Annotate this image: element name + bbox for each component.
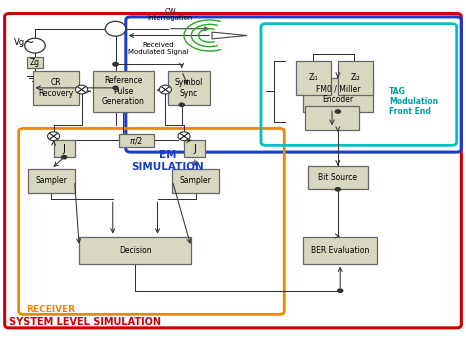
FancyBboxPatch shape (28, 169, 75, 193)
Text: TAG
Modulation
Front End: TAG Modulation Front End (389, 87, 438, 116)
Text: Reference
Pulse
Generation: Reference Pulse Generation (102, 76, 145, 106)
Circle shape (112, 62, 119, 67)
Text: FM0 / Miller
Encoder: FM0 / Miller Encoder (315, 85, 360, 104)
Text: Vg: Vg (14, 39, 25, 47)
Circle shape (335, 187, 341, 192)
Circle shape (337, 288, 343, 293)
FancyBboxPatch shape (308, 166, 368, 189)
Circle shape (25, 38, 45, 53)
FancyBboxPatch shape (168, 71, 210, 105)
Text: Symbol
Sync: Symbol Sync (175, 78, 203, 98)
FancyBboxPatch shape (184, 140, 205, 157)
FancyBboxPatch shape (27, 57, 43, 68)
Circle shape (335, 109, 341, 114)
Text: Zg: Zg (30, 58, 40, 67)
FancyBboxPatch shape (33, 71, 79, 105)
Text: RECEIVER: RECEIVER (26, 305, 75, 314)
Text: Received
Modulated Signal: Received Modulated Signal (128, 42, 189, 54)
Circle shape (178, 132, 190, 141)
FancyBboxPatch shape (172, 169, 219, 193)
Text: Zₗ₁: Zₗ₁ (308, 73, 318, 82)
Text: ~: ~ (25, 38, 34, 48)
Text: $\pi/2$: $\pi/2$ (129, 135, 144, 146)
Circle shape (112, 86, 119, 90)
Text: SYSTEM LEVEL SIMULATION: SYSTEM LEVEL SIMULATION (9, 317, 161, 327)
Circle shape (112, 62, 119, 67)
Text: J: J (62, 144, 66, 154)
FancyBboxPatch shape (79, 237, 191, 264)
Text: Zₗ₂: Zₗ₂ (350, 73, 360, 82)
Text: BER Evaluation: BER Evaluation (311, 246, 370, 255)
FancyBboxPatch shape (296, 61, 331, 95)
FancyBboxPatch shape (305, 106, 359, 130)
FancyBboxPatch shape (338, 61, 373, 95)
Text: Decision: Decision (119, 246, 151, 255)
FancyBboxPatch shape (93, 71, 154, 112)
Circle shape (159, 85, 171, 94)
Text: Bit Source: Bit Source (318, 173, 357, 182)
Text: Sampler: Sampler (35, 176, 67, 185)
Text: Sampler: Sampler (180, 176, 212, 185)
Circle shape (178, 102, 185, 107)
Text: CW
Interrogation: CW Interrogation (147, 8, 193, 21)
Text: EM
SIMULATION: EM SIMULATION (131, 150, 204, 172)
FancyBboxPatch shape (303, 237, 377, 264)
FancyBboxPatch shape (119, 134, 154, 147)
Circle shape (105, 21, 126, 36)
Circle shape (48, 132, 60, 141)
FancyBboxPatch shape (54, 140, 75, 157)
Circle shape (61, 155, 68, 160)
Text: CR
Recovery: CR Recovery (38, 78, 74, 98)
Circle shape (75, 85, 88, 94)
FancyBboxPatch shape (303, 78, 373, 112)
Text: J: J (193, 144, 196, 154)
